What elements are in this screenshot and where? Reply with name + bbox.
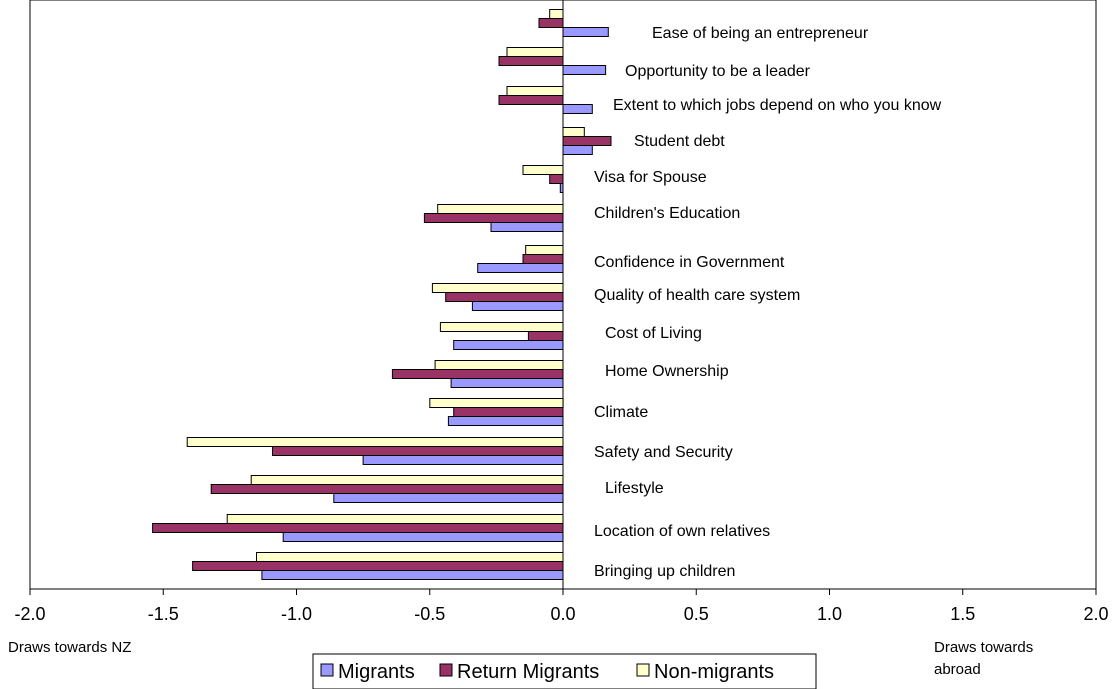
- bar-migrants-0: [562, 27, 609, 37]
- category-label: Climate: [594, 404, 648, 421]
- bar-non-migrants-4: [522, 165, 564, 175]
- legend-swatch-return-migrants: [439, 663, 453, 677]
- bar-non-migrants-12: [250, 475, 564, 485]
- category-labels: Ease of being an entrepreneur Opportunity…: [594, 25, 942, 580]
- category-label: Cost of Living: [605, 325, 702, 342]
- x-tick-label: -2.0: [14, 604, 45, 624]
- note-draws-towards-abroad-line1: Draws towards: [934, 639, 1033, 656]
- note-draws-towards-abroad-line2: abroad: [934, 661, 981, 678]
- category-label: Safety and Security: [594, 444, 733, 461]
- bar-return-migrants-12: [210, 484, 564, 494]
- category-label: Extent to which jobs depend on who you k…: [613, 97, 942, 114]
- x-tick-label: 1.0: [817, 604, 842, 624]
- bar-return-migrants-5: [423, 213, 564, 223]
- x-tick-label: 2.0: [1083, 604, 1108, 624]
- bar-migrants-13: [282, 532, 564, 542]
- bar-non-migrants-1: [506, 47, 564, 57]
- bar-return-migrants-11: [272, 446, 564, 456]
- x-tick-label: -1.5: [148, 604, 179, 624]
- bar-return-migrants-7: [445, 292, 564, 302]
- category-label: Location of own relatives: [594, 523, 770, 540]
- bar-migrants-6: [477, 263, 564, 273]
- x-axis: -2.0 -1.5 -1.0 -0.5 0.0 0.5 1.0 1.5 2.0: [14, 589, 1109, 624]
- bar-return-migrants-0: [538, 18, 564, 28]
- legend-label: Non-migrants: [654, 661, 774, 683]
- bar-return-migrants-8: [527, 331, 564, 341]
- bar-return-migrants-4: [549, 174, 564, 184]
- bar-non-migrants-11: [186, 437, 564, 447]
- bar-migrants-8: [453, 340, 564, 350]
- bar-return-migrants-14: [192, 561, 564, 571]
- category-label: Confidence in Government: [594, 254, 785, 271]
- bar-return-migrants-13: [152, 523, 564, 533]
- x-tick-label: 1.5: [950, 604, 975, 624]
- bar-migrants-5: [490, 222, 564, 232]
- legend-label: Return Migrants: [457, 661, 599, 683]
- bars-layer: [152, 9, 612, 580]
- bar-migrants-11: [362, 455, 564, 465]
- bar-non-migrants-2: [506, 86, 564, 96]
- legend-label: Migrants: [338, 661, 415, 683]
- bar-non-migrants-14: [256, 552, 564, 562]
- category-label: Lifestyle: [605, 480, 664, 497]
- bar-non-migrants-7: [431, 283, 564, 293]
- bar-return-migrants-9: [391, 369, 564, 379]
- bar-non-migrants-10: [429, 398, 564, 408]
- x-tick-label: -1.0: [281, 604, 312, 624]
- bar-return-migrants-6: [522, 254, 564, 264]
- bar-non-migrants-6: [525, 245, 564, 255]
- bar-non-migrants-8: [439, 322, 564, 332]
- bar-non-migrants-0: [549, 9, 564, 19]
- category-label: Children's Education: [594, 205, 740, 222]
- bar-migrants-12: [333, 493, 564, 503]
- bar-non-migrants-3: [562, 127, 585, 137]
- note-draws-towards-nz: Draws towards NZ: [8, 639, 131, 656]
- bar-return-migrants-3: [562, 136, 612, 146]
- bar-migrants-9: [450, 378, 564, 388]
- x-tick-label: 0.0: [550, 604, 575, 624]
- bar-return-migrants-2: [498, 95, 564, 105]
- bar-migrants-14: [261, 570, 564, 580]
- category-label: Home Ownership: [605, 363, 729, 380]
- legend-items: Migrants Return Migrants Non-migrants: [320, 661, 774, 683]
- bar-return-migrants-10: [453, 407, 564, 417]
- category-label: Ease of being an entrepreneur: [652, 25, 869, 42]
- bar-non-migrants-13: [226, 514, 564, 524]
- legend-box: [312, 653, 817, 689]
- bar-migrants-7: [471, 301, 564, 311]
- bar-migrants-3: [562, 145, 593, 155]
- bar-non-migrants-5: [437, 204, 564, 214]
- bar-non-migrants-9: [434, 360, 564, 370]
- legend: Migrants Return Migrants Non-migrants: [312, 653, 817, 689]
- category-label: Visa for Spouse: [594, 169, 707, 186]
- legend-swatch-non-migrants: [636, 663, 650, 677]
- category-label: Student debt: [634, 133, 725, 150]
- x-tick-label: -0.5: [414, 604, 445, 624]
- legend-swatch-migrants: [320, 663, 334, 677]
- category-label: Opportunity to be a leader: [625, 63, 811, 80]
- bar-migrants-2: [562, 104, 593, 114]
- bar-migrants-1: [562, 65, 607, 75]
- category-label: Quality of health care system: [594, 287, 800, 304]
- bar-return-migrants-1: [498, 56, 564, 66]
- bar-migrants-10: [447, 416, 564, 426]
- category-label: Bringing up children: [594, 563, 735, 580]
- x-tick-label: 0.5: [684, 604, 709, 624]
